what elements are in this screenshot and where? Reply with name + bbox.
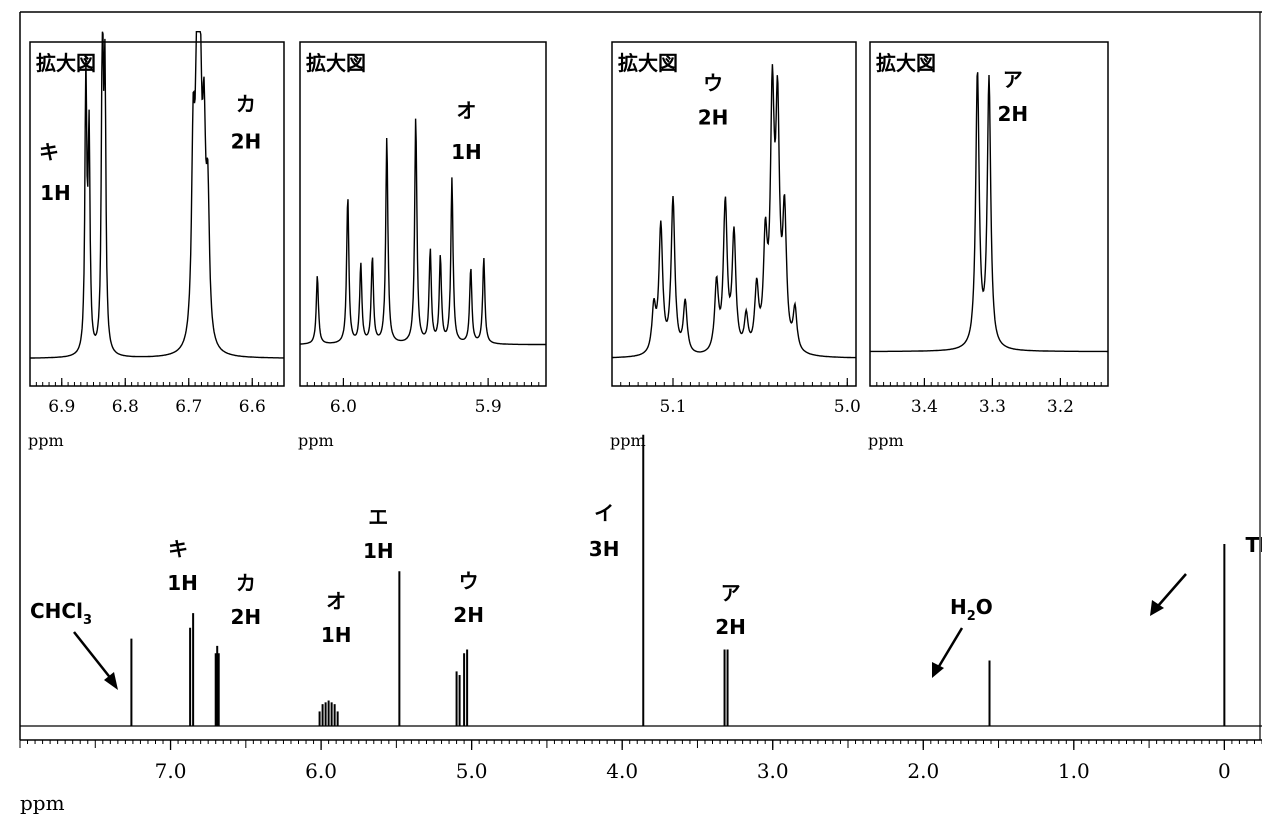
inset-tick-label: 6.9 — [48, 397, 75, 417]
main-peak-label: 2H — [715, 615, 746, 639]
tms-arrow-shaft — [1158, 574, 1186, 606]
main-x-ticks: 7.0 6.0 5.0 4.0 3.0 2.0 1.0 0 — [20, 740, 1262, 783]
inset-peak-label: 2H — [231, 130, 262, 154]
inset-tick-label: 5.9 — [475, 397, 502, 417]
h2o-arrow-shaft — [938, 628, 962, 668]
inset-x-axis-label: ppm — [28, 431, 64, 450]
inset-1: 拡大図 6.9 6.8 6.7 6.6 ppm キ 1H カ 2H — [28, 32, 284, 450]
main-tick-label: 4.0 — [606, 759, 638, 783]
inset-tick-label: 6.0 — [330, 397, 357, 417]
main-peak-label: カ — [236, 571, 256, 595]
h2o-annotation: H2O — [932, 595, 993, 678]
inset-frame — [300, 42, 546, 386]
main-peak-label: キ — [168, 537, 188, 561]
inset-title: 拡大図 — [618, 51, 678, 75]
inset-x-ticks: 6.9 6.8 6.7 6.6 — [30, 378, 284, 417]
main-peak-label: オ — [326, 589, 346, 613]
inset-3: 拡大図 5.1 5.0 ppm ウ 2H — [610, 42, 861, 450]
inset-4: 拡大図 3.4 3.3 3.2 ppm ア 2H — [868, 42, 1108, 450]
main-peak-label: イ — [594, 501, 614, 525]
h2o-arrow-head — [932, 662, 944, 678]
main-tick-label: 3.0 — [757, 759, 789, 783]
inset-x-axis-label: ppm — [610, 431, 646, 450]
inset-x-axis-label: ppm — [868, 431, 904, 450]
inset-tick-label: 6.7 — [175, 397, 202, 417]
tms-annotation — [1150, 574, 1186, 616]
main-peak-label: ウ — [459, 569, 479, 593]
inset-tick-label: 5.1 — [659, 397, 686, 417]
main-peak-label: 1H — [321, 623, 352, 647]
inset-x-axis-label: ppm — [298, 431, 334, 450]
inset-peak-label: 2H — [698, 106, 729, 130]
main-peak-label: 2H — [230, 605, 261, 629]
main-peak-label: エ — [368, 505, 388, 529]
inset-tick-label: 6.6 — [239, 397, 266, 417]
inset-tick-label: 3.2 — [1047, 397, 1074, 417]
inset-frame — [612, 42, 856, 386]
main-peak-label: 2H — [453, 603, 484, 627]
inset-peak-label: 2H — [997, 102, 1028, 126]
main-peak-label: 3H — [589, 537, 620, 561]
main-peak-label: TMS — [1246, 533, 1262, 557]
inset-peak-label: 1H — [451, 140, 482, 164]
chcl3-annotation: CHCl3 — [30, 599, 118, 690]
main-tick-label: 5.0 — [456, 759, 488, 783]
chcl3-arrow-shaft — [74, 632, 112, 680]
main-tick-label: 6.0 — [305, 759, 337, 783]
inset-peak-label: キ — [39, 140, 59, 164]
main-peak-label: 1H — [363, 539, 394, 563]
inset-tick-label: 3.3 — [979, 397, 1006, 417]
inset-title: 拡大図 — [306, 51, 366, 75]
inset-title: 拡大図 — [36, 51, 96, 75]
inset-tick-label: 5.0 — [834, 397, 861, 417]
h2o-label: H2O — [950, 595, 993, 624]
main-tick-label: 7.0 — [155, 759, 187, 783]
main-x-axis-label: ppm — [20, 791, 65, 815]
inset-peak-label: ア — [1003, 68, 1023, 92]
main-spectrum — [20, 435, 1262, 726]
inset-tick-label: 6.8 — [112, 397, 139, 417]
main-tick-label: 0 — [1218, 759, 1231, 783]
inset-peak-label: オ — [456, 99, 476, 123]
inset-peak-label: 1H — [40, 181, 71, 205]
main-peak-label: 1H — [167, 571, 198, 595]
inset-peak-label: カ — [236, 92, 256, 116]
inset-2: 拡大図 6.0 5.9 ppm オ 1H — [298, 42, 546, 450]
inset-tick-label: 3.4 — [911, 397, 938, 417]
chcl3-arrow-head — [104, 672, 118, 690]
main-tick-label: 2.0 — [907, 759, 939, 783]
inset-title: 拡大図 — [876, 51, 936, 75]
chcl3-label: CHCl3 — [30, 599, 92, 628]
main-tick-label: 1.0 — [1058, 759, 1090, 783]
main-peak-labels: キ 1H カ 2H オ 1H エ 1H ウ 2H イ 3H ア 2H TMS — [167, 501, 1262, 647]
inset-peak-label: ウ — [703, 71, 723, 95]
main-peak-label: ア — [721, 581, 741, 605]
